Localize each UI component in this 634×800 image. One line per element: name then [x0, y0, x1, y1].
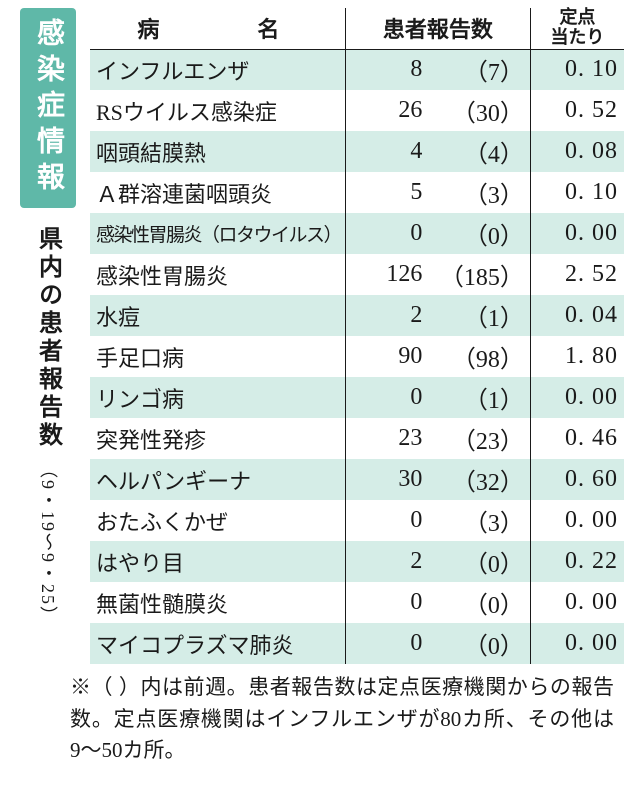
previous-week: （30） [430, 90, 530, 131]
patient-count: 0 [345, 213, 430, 254]
info-badge: 感染症情報 [20, 8, 76, 208]
disease-name: 感染性胃腸炎 [90, 254, 345, 295]
disease-name: リンゴ病 [90, 377, 345, 418]
patient-count: 0 [345, 623, 430, 664]
table-row: インフルエンザ8（7）0. 10 [90, 49, 624, 90]
disease-name: マイコプラズマ肺炎 [90, 623, 345, 664]
table-row: マイコプラズマ肺炎0（0）0. 00 [90, 623, 624, 664]
patient-count: 126 [345, 254, 430, 295]
per-point-rate: 0. 10 [530, 49, 624, 90]
header-count: 患者報告数 [345, 8, 530, 49]
previous-week: （7） [430, 49, 530, 90]
patient-count: 23 [345, 418, 430, 459]
previous-week: （185） [430, 254, 530, 295]
per-point-rate: 0. 10 [530, 172, 624, 213]
per-point-rate: 0. 00 [530, 582, 624, 623]
disease-name: 咽頭結膜熱 [90, 131, 345, 172]
previous-week: （0） [430, 623, 530, 664]
patient-count: 0 [345, 500, 430, 541]
disease-name: Ａ群溶連菌咽頭炎 [90, 172, 345, 213]
disease-name: 手足口病 [90, 336, 345, 377]
disease-name: おたふくかぜ [90, 500, 345, 541]
table-row: おたふくかぜ0（3）0. 00 [90, 500, 624, 541]
table-row: 無菌性髄膜炎0（0）0. 00 [90, 582, 624, 623]
per-point-rate: 0. 00 [530, 500, 624, 541]
disease-name: 水痘 [90, 295, 345, 336]
table-row: 手足口病90（98）1. 80 [90, 336, 624, 377]
disease-name: RSウイルス感染症 [90, 90, 345, 131]
patient-count: 8 [345, 49, 430, 90]
disease-table: 病 名 患者報告数 定点当たり インフルエンザ8（7）0. 10RSウイルス感染… [90, 8, 624, 664]
per-point-rate: 0. 46 [530, 418, 624, 459]
per-point-rate: 0. 00 [530, 213, 624, 254]
patient-count: 4 [345, 131, 430, 172]
disease-name: 無菌性髄膜炎 [90, 582, 345, 623]
table-row: リンゴ病0（1）0. 00 [90, 377, 624, 418]
patient-count: 2 [345, 541, 430, 582]
previous-week: （0） [430, 213, 530, 254]
table-row: 咽頭結膜熱4（4）0. 08 [90, 131, 624, 172]
table-row: RSウイルス感染症26（30）0. 52 [90, 90, 624, 131]
header-name: 病 名 [90, 8, 345, 49]
table-row: 突発性発疹23（23）0. 46 [90, 418, 624, 459]
subtitle: 県内の患者報告数 [31, 226, 66, 450]
previous-week: （32） [430, 459, 530, 500]
table-row: 感染性胃腸炎126（185）2. 52 [90, 254, 624, 295]
previous-week: （23） [430, 418, 530, 459]
disease-name: インフルエンザ [90, 49, 345, 90]
previous-week: （4） [430, 131, 530, 172]
patient-count: 5 [345, 172, 430, 213]
per-point-rate: 0. 60 [530, 459, 624, 500]
per-point-rate: 0. 22 [530, 541, 624, 582]
previous-week: （0） [430, 582, 530, 623]
per-point-rate: 0. 00 [530, 623, 624, 664]
per-point-rate: 0. 00 [530, 377, 624, 418]
patient-count: 30 [345, 459, 430, 500]
previous-week: （1） [430, 295, 530, 336]
disease-name: 感染性胃腸炎（ロタウイルス） [90, 213, 345, 254]
table-row: ヘルパンギーナ30（32）0. 60 [90, 459, 624, 500]
table-row: Ａ群溶連菌咽頭炎5（3）0. 10 [90, 172, 624, 213]
disease-name: ヘルパンギーナ [90, 459, 345, 500]
per-point-rate: 0. 04 [530, 295, 624, 336]
previous-week: （3） [430, 500, 530, 541]
disease-name: はやり目 [90, 541, 345, 582]
per-point-rate: 1. 80 [530, 336, 624, 377]
previous-week: （3） [430, 172, 530, 213]
patient-count: 26 [345, 90, 430, 131]
patient-count: 0 [345, 377, 430, 418]
per-point-rate: 2. 52 [530, 254, 624, 295]
per-point-rate: 0. 52 [530, 90, 624, 131]
header-rate: 定点当たり [530, 8, 624, 49]
table-row: 感染性胃腸炎（ロタウイルス）0（0）0. 00 [90, 213, 624, 254]
date-period: （9・19〜9・25） [35, 460, 61, 626]
patient-count: 0 [345, 582, 430, 623]
disease-name: 突発性発疹 [90, 418, 345, 459]
patient-count: 90 [345, 336, 430, 377]
table-row: はやり目2（0）0. 22 [90, 541, 624, 582]
footnote: ※（ ）内は前週。患者報告数は定点医療機関からの報告数。定点医療機関はインフルエ… [0, 664, 634, 767]
per-point-rate: 0. 08 [530, 131, 624, 172]
patient-count: 2 [345, 295, 430, 336]
previous-week: （1） [430, 377, 530, 418]
table-row: 水痘2（1）0. 04 [90, 295, 624, 336]
previous-week: （98） [430, 336, 530, 377]
previous-week: （0） [430, 541, 530, 582]
